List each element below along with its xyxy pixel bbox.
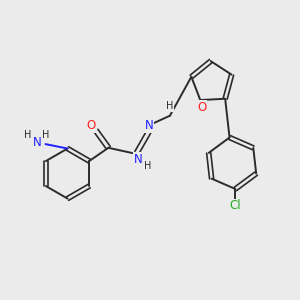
Text: O: O <box>86 119 95 132</box>
Text: H: H <box>42 130 50 140</box>
Text: N: N <box>145 119 154 132</box>
Text: H: H <box>166 101 174 111</box>
Text: H: H <box>143 161 151 171</box>
Text: N: N <box>33 136 42 149</box>
Text: O: O <box>197 101 206 114</box>
Text: Cl: Cl <box>230 199 241 212</box>
Text: N: N <box>134 153 142 166</box>
Text: H: H <box>23 130 31 140</box>
